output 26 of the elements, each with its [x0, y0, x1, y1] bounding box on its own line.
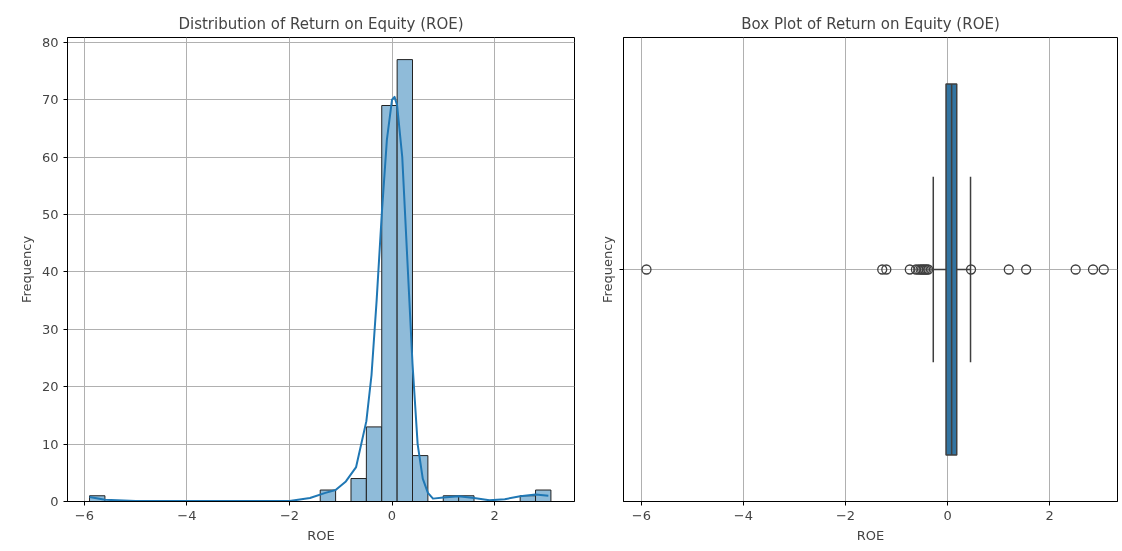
- x-axis-title: ROE: [856, 527, 885, 543]
- chart-title: Distribution of Return on Equity (ROE): [178, 14, 464, 33]
- x-tick-label: 0: [943, 507, 952, 523]
- line-series: [88, 95, 550, 502]
- y-tick-label: 10: [41, 436, 59, 452]
- chart-title: Box Plot of Return on Equity (ROE): [741, 14, 1000, 33]
- x-tick-label: −6: [631, 507, 651, 523]
- y-axis-title: Frequency: [18, 235, 34, 304]
- y-tick-label: 70: [41, 92, 59, 108]
- x-tick-label: −2: [279, 507, 300, 523]
- x-tick-label: 0: [387, 507, 397, 523]
- y-tick-label: 40: [41, 264, 59, 280]
- x-tick-label: −6: [74, 507, 95, 523]
- y-tick-label: 80: [41, 34, 59, 50]
- y-tick-label: 60: [41, 149, 59, 165]
- x-tick-label: −4: [733, 507, 754, 523]
- y-tick-label: 50: [41, 207, 59, 223]
- x-tick-label: 2: [490, 507, 499, 523]
- x-tick-label: 2: [1045, 507, 1054, 523]
- x-tick-label: −2: [835, 507, 856, 523]
- y-tick-label: 30: [41, 321, 59, 337]
- x-axis-title: ROE: [307, 527, 335, 543]
- x-tick-label: −4: [177, 507, 197, 523]
- y-axis-title: Frequency: [599, 235, 615, 304]
- y-tick-label: 0: [50, 494, 59, 509]
- y-tick-label: 20: [41, 379, 59, 395]
